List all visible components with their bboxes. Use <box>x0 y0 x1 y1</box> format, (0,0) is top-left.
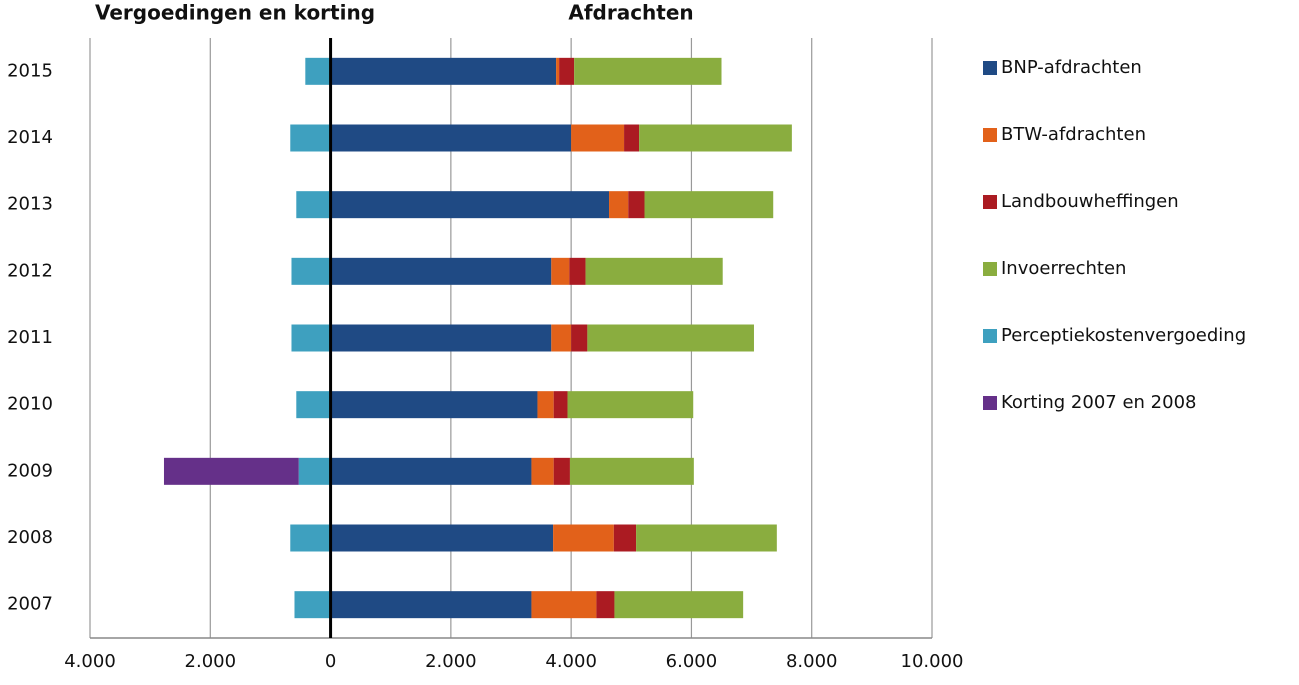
y-tick-label: 2009 <box>7 460 53 481</box>
bar-segment <box>551 257 570 285</box>
bar-segment <box>296 191 331 219</box>
bar-segment <box>553 524 614 552</box>
x-tick-label: 4.000 <box>545 651 597 672</box>
bar-segment <box>628 191 645 219</box>
bar-segment <box>624 124 640 152</box>
y-tick-label: 2011 <box>7 327 53 348</box>
bar-segment <box>298 457 331 485</box>
bar-segment <box>330 524 554 552</box>
legend-label: Invoerrechten <box>1001 258 1126 279</box>
bar-segment <box>551 324 572 352</box>
x-tick-label: 10.000 <box>901 651 964 672</box>
x-tick-label: 8.000 <box>786 651 838 672</box>
x-tick-label: 2.000 <box>185 651 237 672</box>
legend-label: Korting 2007 en 2008 <box>1001 392 1196 413</box>
bar-segment <box>569 257 586 285</box>
legend-label: BTW-afdrachten <box>1001 124 1146 145</box>
y-tick-label: 2008 <box>7 527 53 548</box>
legend-swatch <box>983 329 997 343</box>
legend-label: BNP-afdrachten <box>1001 57 1142 78</box>
legend-swatch <box>983 195 997 209</box>
bar-segment <box>537 391 554 419</box>
bar-segment <box>553 391 568 419</box>
bar-segment <box>290 524 331 552</box>
legend-label: Landbouwheffingen <box>1001 191 1179 212</box>
x-tick-label: 0 <box>325 651 336 672</box>
bar-segment <box>330 591 532 619</box>
bar-segment <box>614 591 744 619</box>
bar-segment <box>644 191 774 219</box>
left-header: Vergoedingen en korting <box>95 1 375 25</box>
bar-segment <box>294 591 331 619</box>
bar-segment <box>569 457 694 485</box>
bar-segment <box>330 257 552 285</box>
right-header: Afdrachten <box>568 1 693 25</box>
legend-swatch <box>983 262 997 276</box>
y-tick-label: 2015 <box>7 60 53 81</box>
bar-segment <box>330 57 557 85</box>
bar-segment <box>330 391 538 419</box>
y-tick-label: 2014 <box>7 127 53 148</box>
bar-segment <box>305 57 331 85</box>
bar-segment <box>330 324 552 352</box>
y-tick-label: 2013 <box>7 194 53 215</box>
bar-segment <box>553 457 570 485</box>
bar-segment <box>613 524 637 552</box>
legend-swatch <box>983 128 997 142</box>
legend-label: Perceptiekostenvergoeding <box>1001 325 1246 346</box>
bar-segment <box>609 191 629 219</box>
bar-segment <box>567 391 694 419</box>
y-tick-label: 2007 <box>7 594 53 615</box>
bar-segment <box>571 124 625 152</box>
bar-segment <box>585 257 723 285</box>
bar-segment <box>559 57 575 85</box>
bar-segment <box>291 257 331 285</box>
bar-segment <box>531 457 554 485</box>
bar-segment <box>330 191 610 219</box>
bar-segment <box>636 524 777 552</box>
bar-segment <box>296 391 331 419</box>
legend-swatch <box>983 396 997 410</box>
bar-segment <box>290 124 331 152</box>
bar-segment <box>291 324 331 352</box>
bar-segment <box>574 57 722 85</box>
legend-swatch <box>983 61 997 75</box>
x-tick-label: 6.000 <box>666 651 718 672</box>
bar-segment <box>531 591 597 619</box>
bar-segment <box>571 324 588 352</box>
bar-segment <box>163 457 299 485</box>
bar-segment <box>330 124 572 152</box>
bar-segment <box>596 591 615 619</box>
y-tick-label: 2010 <box>7 394 53 415</box>
x-tick-label: 4.000 <box>64 651 116 672</box>
bar-segment <box>330 457 532 485</box>
y-tick-label: 2012 <box>7 260 53 281</box>
bar-segment <box>587 324 754 352</box>
bar-segment <box>639 124 792 152</box>
bar-segment <box>556 57 560 85</box>
x-tick-label: 2.000 <box>425 651 477 672</box>
